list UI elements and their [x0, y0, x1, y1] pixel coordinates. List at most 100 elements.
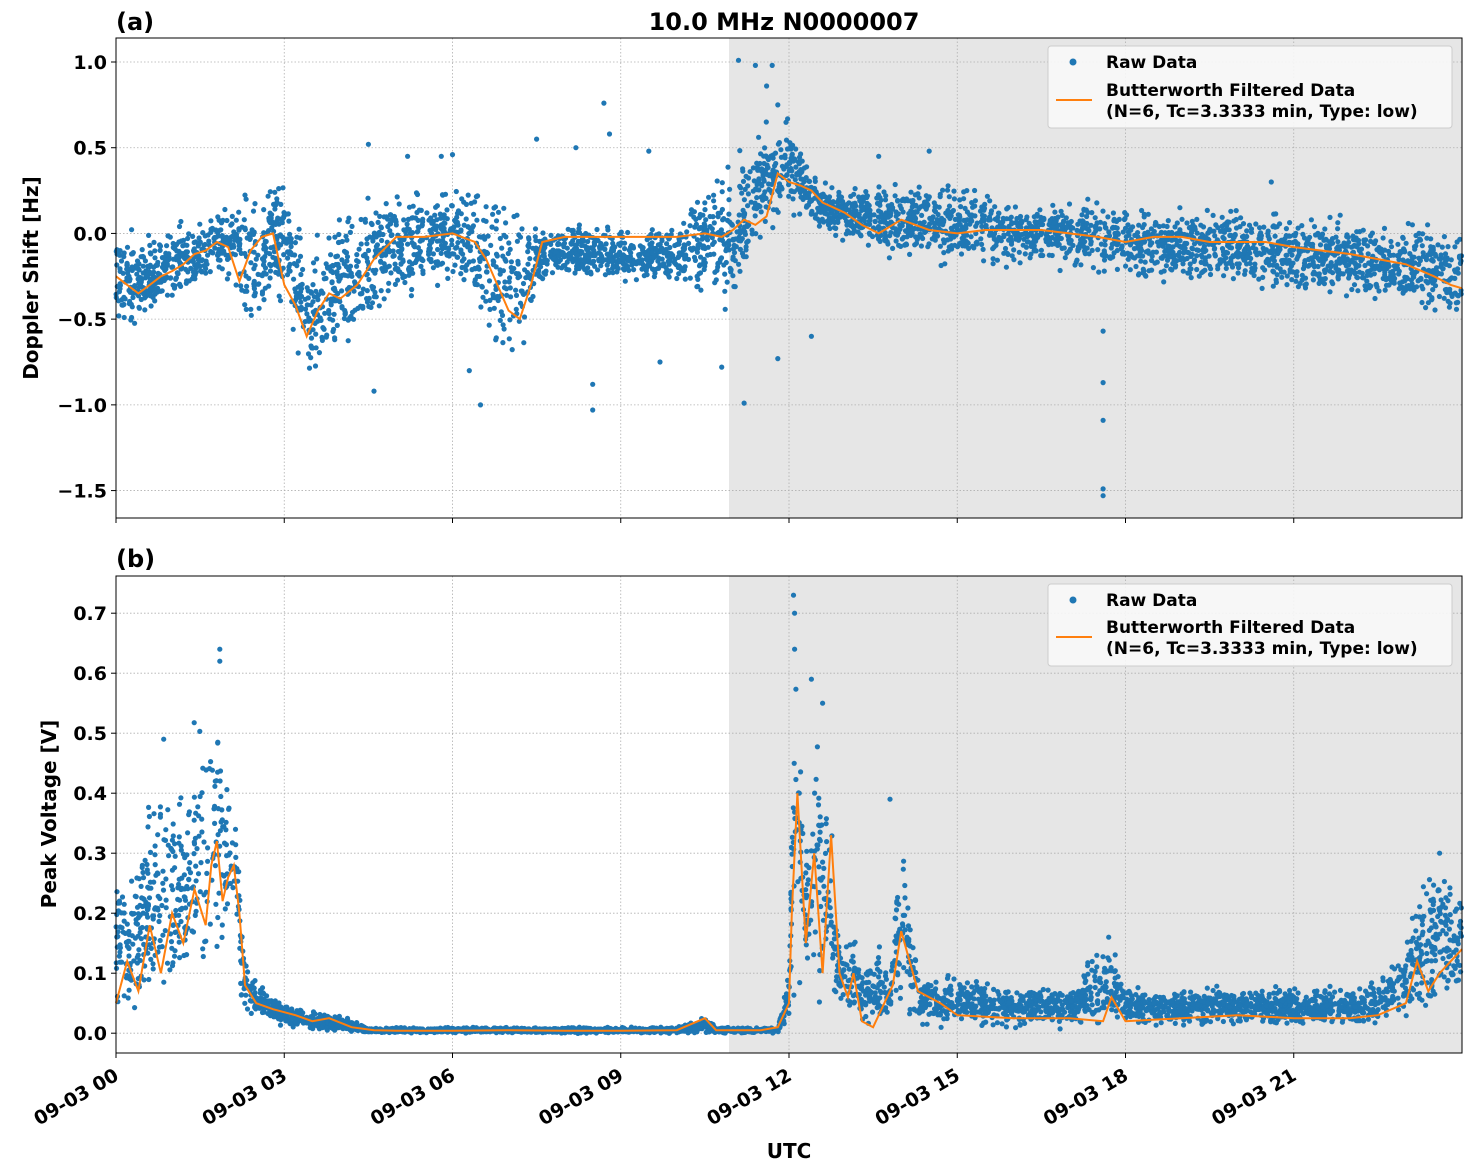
raw-outlier-point — [405, 153, 411, 159]
raw-point — [602, 246, 608, 252]
raw-point — [698, 287, 704, 293]
raw-point — [304, 311, 310, 317]
raw-point — [1311, 262, 1317, 268]
raw-point — [1109, 225, 1116, 231]
raw-point — [521, 314, 528, 320]
raw-point — [872, 218, 878, 225]
raw-point — [1438, 271, 1444, 277]
raw-point — [944, 187, 951, 193]
raw-point — [507, 317, 513, 323]
raw-point — [1188, 275, 1194, 281]
raw-point — [387, 221, 393, 227]
raw-outlier-point — [371, 388, 377, 394]
raw-point — [918, 234, 925, 240]
raw-point — [215, 914, 221, 921]
raw-point — [625, 265, 631, 271]
raw-point — [804, 881, 811, 887]
raw-point — [159, 264, 166, 270]
raw-point — [978, 236, 984, 242]
raw-point — [328, 296, 334, 302]
raw-point — [410, 203, 416, 209]
raw-point — [1448, 291, 1455, 297]
raw-point — [252, 201, 258, 207]
raw-point — [226, 271, 232, 277]
raw-point — [1335, 220, 1341, 226]
raw-point — [323, 261, 329, 267]
raw-point — [1022, 251, 1028, 257]
raw-point — [790, 196, 796, 202]
raw-point — [659, 262, 665, 268]
raw-point — [845, 978, 851, 984]
raw-point — [1031, 243, 1037, 249]
raw-point — [1158, 269, 1164, 275]
raw-point — [1049, 252, 1055, 259]
raw-point — [443, 250, 449, 256]
raw-point — [1085, 209, 1091, 216]
raw-point — [157, 247, 163, 253]
panel-a-y-ticks: 1.00.50.0−0.5−1.0−1.5 — [57, 52, 116, 503]
raw-point — [332, 337, 338, 343]
raw-point — [992, 204, 998, 210]
raw-point — [656, 231, 662, 237]
raw-point — [1322, 226, 1328, 232]
raw-point — [1006, 223, 1012, 229]
raw-point — [432, 223, 438, 229]
raw-point — [458, 228, 464, 234]
raw-point — [178, 238, 184, 244]
raw-point — [1014, 215, 1020, 222]
raw-point — [280, 185, 286, 191]
raw-point — [328, 252, 334, 258]
raw-point — [609, 257, 615, 264]
raw-point — [279, 216, 285, 222]
raw-point — [1286, 257, 1292, 263]
raw-point — [1064, 250, 1070, 256]
raw-point — [878, 197, 884, 203]
raw-point — [243, 306, 249, 312]
raw-point — [1037, 207, 1043, 213]
raw-point — [193, 265, 199, 272]
raw-point — [703, 217, 709, 223]
raw-point — [386, 280, 392, 286]
raw-point — [310, 309, 316, 315]
raw-point — [687, 223, 693, 229]
raw-point — [1176, 230, 1182, 236]
raw-point — [1327, 214, 1333, 220]
raw-point — [1419, 243, 1425, 249]
raw-point — [1131, 246, 1137, 252]
raw-point — [525, 261, 531, 267]
raw-point — [215, 252, 222, 258]
raw-point — [1235, 242, 1241, 248]
raw-point — [978, 219, 985, 225]
raw-point — [1122, 225, 1129, 231]
raw-point — [1276, 248, 1282, 254]
raw-point — [503, 286, 510, 292]
raw-point — [207, 269, 213, 275]
raw-point — [1373, 281, 1379, 287]
raw-point — [364, 259, 371, 265]
raw-point — [266, 283, 272, 289]
raw-point — [435, 282, 441, 288]
raw-point — [837, 194, 844, 200]
raw-point — [981, 258, 987, 264]
raw-point — [1419, 299, 1425, 306]
raw-point — [797, 211, 803, 217]
raw-point — [1004, 206, 1010, 212]
raw-outlier-point — [1100, 417, 1106, 423]
raw-point — [850, 230, 856, 236]
raw-point — [1114, 266, 1120, 272]
raw-point — [520, 280, 527, 287]
raw-point — [1343, 293, 1350, 299]
raw-point — [1179, 255, 1185, 261]
raw-point — [1123, 263, 1129, 269]
raw-point — [843, 205, 849, 211]
raw-point — [1057, 267, 1063, 274]
raw-point — [470, 258, 476, 264]
raw-point — [598, 253, 605, 259]
raw-point — [1274, 264, 1280, 270]
raw-point — [631, 260, 637, 266]
raw-point — [956, 212, 963, 218]
raw-point — [339, 288, 345, 294]
raw-point — [428, 259, 434, 265]
raw-point — [653, 247, 660, 253]
raw-point — [1428, 247, 1434, 253]
